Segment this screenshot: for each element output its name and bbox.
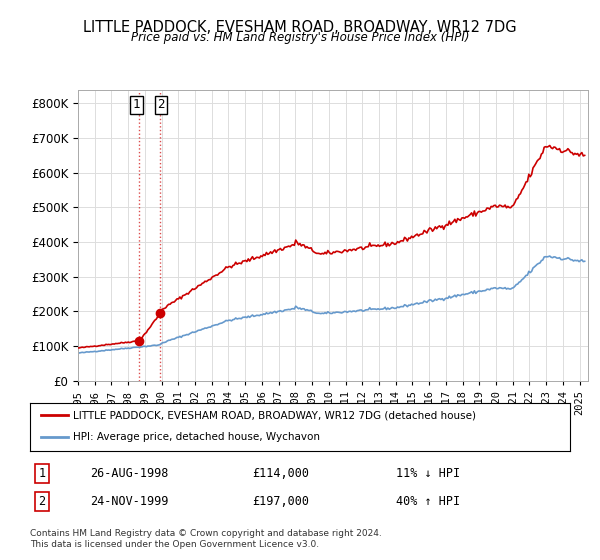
Text: 40% ↑ HPI: 40% ↑ HPI [396, 494, 460, 508]
Text: 1: 1 [133, 99, 140, 111]
Text: Contains HM Land Registry data © Crown copyright and database right 2024.
This d: Contains HM Land Registry data © Crown c… [30, 529, 382, 549]
Text: 2: 2 [38, 494, 46, 508]
Text: 26-AUG-1998: 26-AUG-1998 [90, 466, 169, 480]
Text: £114,000: £114,000 [252, 466, 309, 480]
Text: £197,000: £197,000 [252, 494, 309, 508]
Text: HPI: Average price, detached house, Wychavon: HPI: Average price, detached house, Wych… [73, 432, 320, 442]
Text: 2: 2 [157, 99, 164, 111]
Text: 11% ↓ HPI: 11% ↓ HPI [396, 466, 460, 480]
Text: Price paid vs. HM Land Registry's House Price Index (HPI): Price paid vs. HM Land Registry's House … [131, 31, 469, 44]
Text: 24-NOV-1999: 24-NOV-1999 [90, 494, 169, 508]
Text: 1: 1 [38, 466, 46, 480]
Text: LITTLE PADDOCK, EVESHAM ROAD, BROADWAY, WR12 7DG (detached house): LITTLE PADDOCK, EVESHAM ROAD, BROADWAY, … [73, 410, 476, 420]
Text: LITTLE PADDOCK, EVESHAM ROAD, BROADWAY, WR12 7DG: LITTLE PADDOCK, EVESHAM ROAD, BROADWAY, … [83, 20, 517, 35]
